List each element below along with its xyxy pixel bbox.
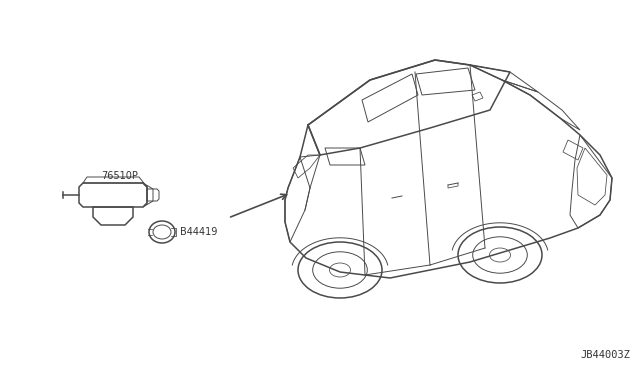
Text: B44419: B44419 [180, 227, 218, 237]
Text: 76510P: 76510P [102, 171, 138, 181]
Text: JB44003Z: JB44003Z [580, 350, 630, 360]
